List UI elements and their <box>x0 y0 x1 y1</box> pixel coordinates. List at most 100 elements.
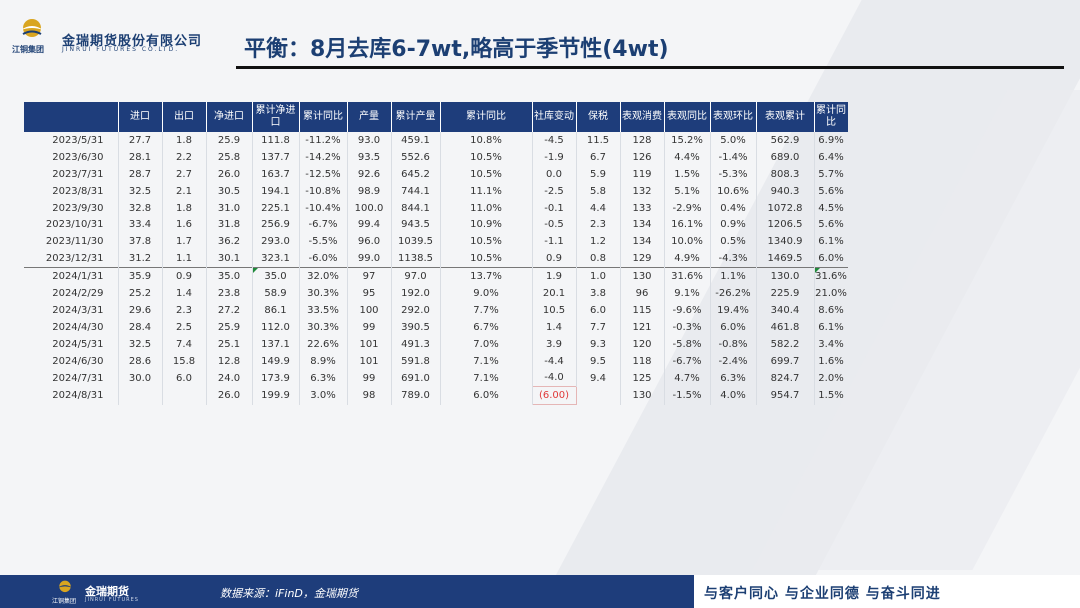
table-row: 2024/4/30 28.4 2.5 25.9 112.0 30.3% 99 390.5 6.7… <box>24 318 848 336</box>
table-cell: 22.6% <box>299 335 348 353</box>
table-cell: 10.5% <box>440 148 533 166</box>
table-cell: 30.3% <box>299 318 348 336</box>
table-cell: -2.4% <box>710 352 757 370</box>
table-cell: 6.0% <box>814 250 848 268</box>
table-cell: 21.0% <box>814 285 848 302</box>
table-cell: 1.6 <box>162 216 207 234</box>
table-cell: 6.0% <box>440 386 533 405</box>
table-cell: -1.1 <box>532 233 577 251</box>
table-cell: 11.5 <box>576 132 621 149</box>
table-cell: 1.2 <box>576 233 621 251</box>
date-cell: 2024/1/31 <box>24 267 119 286</box>
table-cell: 173.9 <box>252 369 300 387</box>
group-logo-text: 江铜集团 <box>12 45 44 54</box>
table-cell: 0.8 <box>576 250 621 268</box>
footer-company-name: 金瑞期货 <box>85 585 129 598</box>
table-cell: 25.2 <box>118 285 163 302</box>
table-cell: 23.8 <box>206 285 253 302</box>
column-header: 表观环比 <box>710 102 757 132</box>
table-cell: 100 <box>347 301 392 319</box>
table-cell: 99 <box>347 369 392 387</box>
footer-group-text: 江铜集团 <box>52 598 77 605</box>
table-cell: -6.7% <box>664 352 711 370</box>
table-cell: 5.1% <box>664 182 711 200</box>
table-cell: 4.0% <box>710 386 757 405</box>
table-cell: 1.4 <box>162 285 207 302</box>
table-cell: 6.7% <box>440 318 533 336</box>
table-cell: 137.1 <box>252 335 300 353</box>
table-cell: 115 <box>620 301 665 319</box>
header-divider <box>236 66 1064 69</box>
column-header: 表观累计 <box>756 102 815 132</box>
table-cell: 58.9 <box>252 285 300 302</box>
table-cell: 1.1 <box>162 250 207 268</box>
table-cell: 99.4 <box>347 216 392 234</box>
column-header: 累计同比 <box>299 102 348 132</box>
table-row: 2024/1/31 35.9 0.9 35.0 35.0 32.0% 97 97.0 13.7%… <box>24 267 848 286</box>
table-cell: 194.1 <box>252 182 300 200</box>
table-cell: 33.4 <box>118 216 163 234</box>
table-cell: -1.5% <box>664 386 711 405</box>
column-header: 出口 <box>162 102 207 132</box>
table-cell: 163.7 <box>252 165 300 183</box>
table-cell: 99.0 <box>347 250 392 268</box>
table-cell: 130 <box>620 386 665 405</box>
column-header: 累计同比 <box>440 102 533 132</box>
table-cell: -5.3% <box>710 165 757 183</box>
table-cell: 10.6% <box>710 182 757 200</box>
table-cell <box>162 386 207 405</box>
table-cell: 5.7% <box>814 165 848 183</box>
table-cell: 6.3% <box>299 369 348 387</box>
table-cell: 128 <box>620 132 665 149</box>
table-cell: 1.6% <box>814 352 848 370</box>
table-cell: 15.2% <box>664 132 711 149</box>
table-cell: 3.9 <box>532 335 577 353</box>
table-cell: -5.8% <box>664 335 711 353</box>
table-cell: 93.0 <box>347 132 392 149</box>
table-cell: 96 <box>620 285 665 302</box>
balance-table: 进口 出口 净进口 累计净进口 累计同比 产量 累计产量 累计同比 社库变动 保税 表观消费 表观同比… <box>24 102 848 406</box>
table-cell: 12.8 <box>206 352 253 370</box>
table-cell: 98 <box>347 386 392 405</box>
table-cell: 491.3 <box>391 335 441 353</box>
table-cell: 7.4 <box>162 335 207 353</box>
table-cell: 11.1% <box>440 182 533 200</box>
table-cell: -11.2% <box>299 132 348 149</box>
table-cell: 27.2 <box>206 301 253 319</box>
table-cell: 0.9% <box>710 216 757 234</box>
table-cell: 10.5% <box>440 250 533 268</box>
table-cell: 9.4 <box>576 369 621 387</box>
table-cell: 1.4 <box>532 318 577 336</box>
table-cell: 1.7 <box>162 233 207 251</box>
table-cell: 31.2 <box>118 250 163 268</box>
table-cell: 954.7 <box>756 386 815 405</box>
table-cell: 11.0% <box>440 199 533 217</box>
table-body: 2023/5/31 27.7 1.8 25.9 111.8 -11.2% 93.0 459.1… <box>24 132 848 406</box>
table-cell: 10.5 <box>532 301 577 319</box>
table-row: 2024/3/31 29.6 2.3 27.2 86.1 33.5% 100 292.0 7.7… <box>24 301 848 319</box>
table-cell: 10.8% <box>440 132 533 149</box>
table-cell: -2.5 <box>532 182 577 200</box>
table-cell: 26.0 <box>206 386 253 405</box>
table-cell: 31.0 <box>206 199 253 217</box>
table-cell: 126 <box>620 148 665 166</box>
table-cell: 31.6% <box>664 267 711 286</box>
column-header: 进口 <box>118 102 163 132</box>
table-cell: 101 <box>347 335 392 353</box>
table-cell: 6.0 <box>162 369 207 387</box>
table-cell: 32.0% <box>299 267 348 286</box>
table-cell: 7.0% <box>440 335 533 353</box>
table-cell: 390.5 <box>391 318 441 336</box>
table-cell: 97.0 <box>391 267 441 286</box>
table-cell: 225.9 <box>756 285 815 302</box>
date-cell: 2023/6/30 <box>24 148 119 166</box>
table-cell: 4.9% <box>664 250 711 268</box>
table-cell <box>576 386 621 405</box>
table-cell: -4.5 <box>532 132 577 149</box>
table-cell: 32.8 <box>118 199 163 217</box>
table-cell: -12.5% <box>299 165 348 183</box>
table-cell: 1206.5 <box>756 216 815 234</box>
table-cell: 30.3% <box>299 285 348 302</box>
table-cell: 199.9 <box>252 386 300 405</box>
table-cell: -10.8% <box>299 182 348 200</box>
